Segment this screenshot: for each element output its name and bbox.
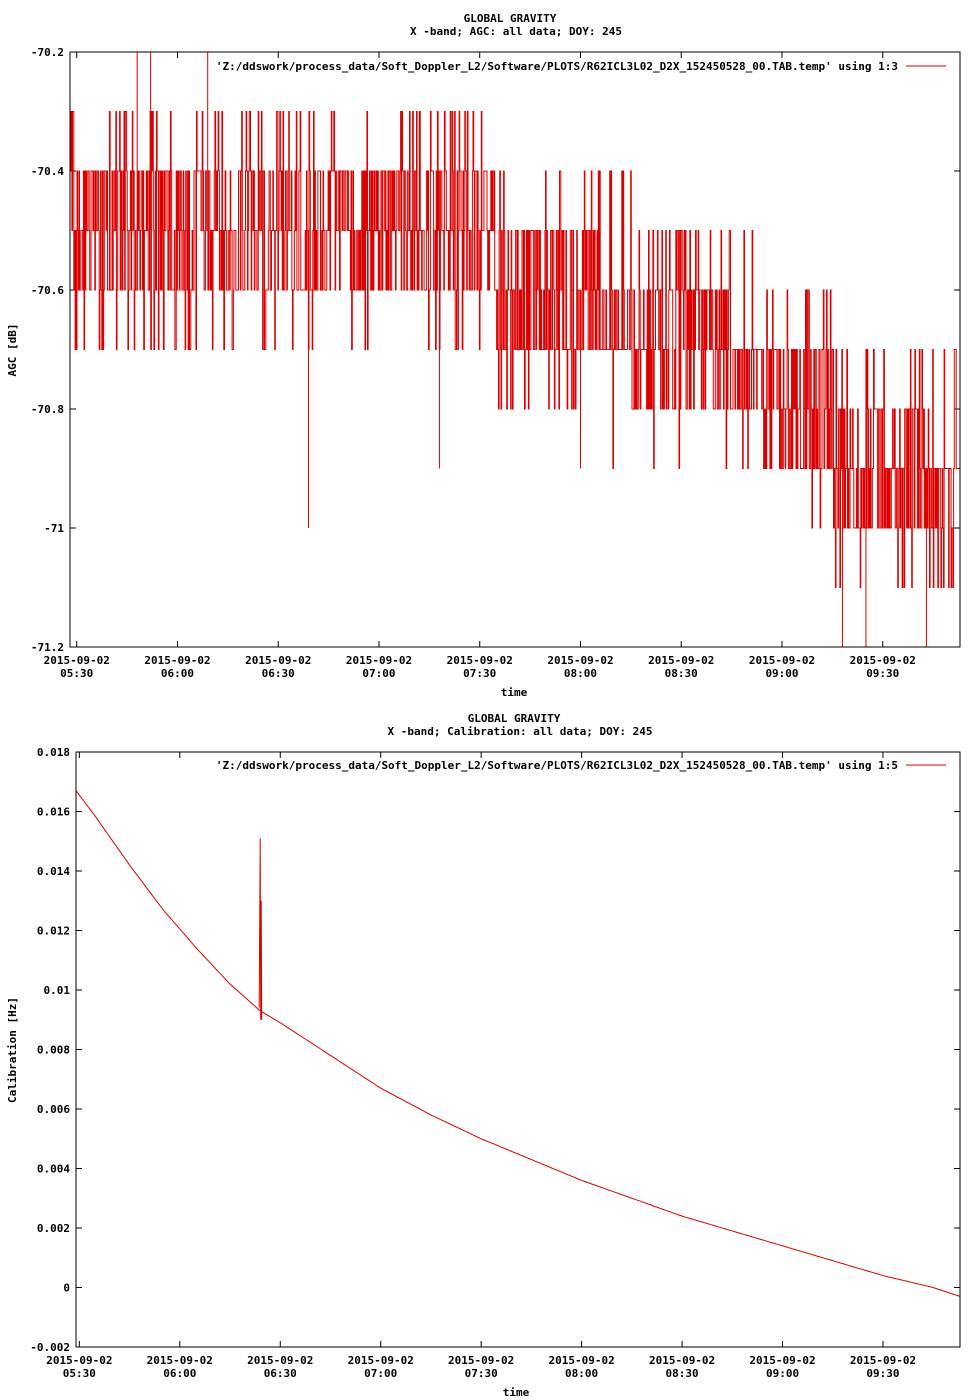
x-tick-time: 09:30 bbox=[866, 1367, 899, 1380]
x-tick-time: 05:30 bbox=[63, 1367, 96, 1380]
x-tick-time: 06:30 bbox=[262, 667, 295, 680]
x-tick-time: 05:30 bbox=[60, 667, 93, 680]
agc-chart-subtitle: X -band; AGC: all data; DOY: 245 bbox=[410, 25, 622, 38]
x-tick-date: 2015-09-02 bbox=[46, 1354, 112, 1367]
x-tick-date: 2015-09-02 bbox=[850, 1354, 916, 1367]
y-tick-label: 0.006 bbox=[37, 1103, 70, 1116]
y-tick-label: 0.014 bbox=[37, 865, 70, 878]
x-tick-time: 06:00 bbox=[163, 1367, 196, 1380]
y-tick-label: -71.2 bbox=[31, 641, 64, 654]
agc-plot-frame bbox=[69, 51, 961, 648]
y-tick-label: -0.002 bbox=[30, 1341, 70, 1354]
x-tick-time: 08:00 bbox=[565, 1367, 598, 1380]
y-tick-label: 0 bbox=[63, 1282, 70, 1295]
x-tick-time: 08:30 bbox=[666, 1367, 699, 1380]
x-tick-date: 2015-09-02 bbox=[649, 1354, 715, 1367]
agc-series-line bbox=[70, 111, 960, 588]
calibration-y-axis: 0.018 0.016 0.014 0.012 0.01 0.008 0.006 0.004 0… bbox=[30, 746, 960, 1354]
x-tick-date: 2015-09-02 bbox=[247, 1354, 313, 1367]
calibration-chart: GLOBAL GRAVITY X -band; Calibration: all… bbox=[6, 712, 961, 1399]
x-tick-date: 2015-09-02 bbox=[144, 654, 210, 667]
agc-chart: GLOBAL GRAVITY X -band; AGC: all data; D… bbox=[6, 12, 961, 699]
agc-legend-label: 'Z:/ddswork/process_data/Soft_Doppler_L2… bbox=[216, 60, 898, 73]
calibration-x-axis-label: time bbox=[503, 1386, 530, 1399]
x-tick-time: 09:30 bbox=[866, 667, 899, 680]
agc-x-axis-label: time bbox=[501, 686, 528, 699]
y-tick-label: -70.2 bbox=[31, 46, 64, 59]
calibration-legend-label: 'Z:/ddswork/process_data/Soft_Doppler_L2… bbox=[216, 759, 898, 772]
y-tick-label: -70.4 bbox=[31, 165, 64, 178]
x-tick-time: 08:30 bbox=[665, 667, 698, 680]
calibration-series-line bbox=[75, 790, 961, 1297]
y-tick-label: 0.018 bbox=[37, 746, 70, 759]
y-tick-label: 0.004 bbox=[37, 1163, 70, 1176]
x-tick-date: 2015-09-02 bbox=[348, 1354, 414, 1367]
agc-chart-title: GLOBAL GRAVITY bbox=[464, 12, 557, 25]
y-tick-label: 0.008 bbox=[37, 1044, 70, 1057]
x-tick-date: 2015-09-02 bbox=[648, 654, 714, 667]
x-tick-time: 07:00 bbox=[362, 667, 395, 680]
x-tick-date: 2015-09-02 bbox=[448, 1354, 514, 1367]
y-tick-label: 0.016 bbox=[37, 806, 70, 819]
x-tick-date: 2015-09-02 bbox=[447, 654, 513, 667]
y-tick-label: -71 bbox=[44, 522, 64, 535]
x-tick-time: 07:00 bbox=[364, 1367, 397, 1380]
agc-y-axis: -70.2 -70.4 -70.6 -70.8 -71 -71.2 bbox=[31, 46, 960, 654]
x-tick-date: 2015-09-02 bbox=[749, 1354, 815, 1367]
y-tick-label: -70.6 bbox=[31, 284, 64, 297]
x-tick-date: 2015-09-02 bbox=[44, 654, 110, 667]
calibration-plot-frame bbox=[75, 751, 961, 1348]
x-tick-time: 06:00 bbox=[161, 667, 194, 680]
agc-series-area bbox=[70, 52, 960, 647]
calibration-x-axis: 2015-09-0205:302015-09-0206:002015-09-02… bbox=[46, 752, 916, 1380]
agc-x-axis: 2015-09-0205:302015-09-0206:002015-09-02… bbox=[44, 52, 916, 680]
y-tick-label: -70.8 bbox=[31, 403, 64, 416]
y-tick-label: 0.012 bbox=[37, 925, 70, 938]
calibration-series-area bbox=[75, 790, 961, 1297]
x-tick-date: 2015-09-02 bbox=[850, 654, 916, 667]
x-tick-date: 2015-09-02 bbox=[749, 654, 815, 667]
calibration-y-axis-label: Calibration [Hz] bbox=[6, 997, 19, 1103]
x-tick-time: 06:30 bbox=[264, 1367, 297, 1380]
x-tick-date: 2015-09-02 bbox=[549, 1354, 615, 1367]
x-tick-date: 2015-09-02 bbox=[147, 1354, 213, 1367]
calibration-chart-subtitle: X -band; Calibration: all data; DOY: 245 bbox=[388, 725, 653, 738]
x-tick-date: 2015-09-02 bbox=[547, 654, 613, 667]
calibration-spike bbox=[258, 838, 263, 1020]
x-tick-time: 08:00 bbox=[564, 667, 597, 680]
calibration-chart-title: GLOBAL GRAVITY bbox=[468, 712, 561, 725]
agc-y-axis-label: AGC [dB] bbox=[6, 324, 19, 377]
x-tick-time: 07:30 bbox=[463, 667, 496, 680]
x-tick-date: 2015-09-02 bbox=[245, 654, 311, 667]
x-tick-time: 07:30 bbox=[465, 1367, 498, 1380]
x-tick-time: 09:00 bbox=[766, 1367, 799, 1380]
x-tick-date: 2015-09-02 bbox=[346, 654, 412, 667]
y-tick-label: 0.01 bbox=[44, 984, 71, 997]
y-tick-label: 0.002 bbox=[37, 1222, 70, 1235]
x-tick-time: 09:00 bbox=[765, 667, 798, 680]
